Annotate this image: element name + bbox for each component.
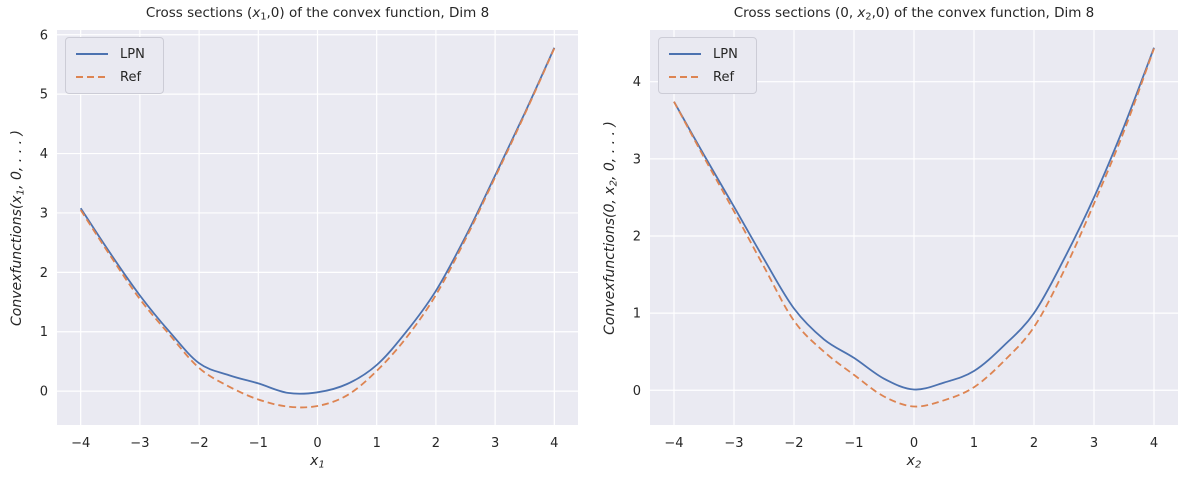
right-chart-title: Cross sections (0, x2,0) of the convex f… [650, 5, 1178, 23]
x-tick-label: 1 [373, 436, 381, 451]
y-tick-label: 2 [633, 229, 641, 244]
y-tick-label: 2 [40, 266, 48, 281]
x-tick-label: 2 [432, 436, 440, 451]
x-tick-label: −2 [784, 436, 803, 451]
y-tick-label: 1 [40, 325, 48, 340]
y-tick-label: 3 [633, 152, 641, 167]
x-tick-label: 3 [1090, 436, 1098, 451]
legend-label-ref: Ref [120, 69, 142, 85]
legend-item-ref: Ref [669, 67, 738, 87]
x-tick-label: 0 [313, 436, 321, 451]
title-text: Cross sections ( [145, 5, 253, 21]
title-subscript: 1 [260, 11, 267, 23]
legend-label-lpn: LPN [120, 46, 145, 62]
x-tick-label: −4 [71, 436, 90, 451]
lpn-line-swatch [669, 53, 701, 55]
ylabel-text: Convexfunctions(0, [602, 194, 618, 335]
x-tick-label: −1 [249, 436, 268, 451]
right-x-axis-label: x2 [650, 453, 1178, 471]
xlabel-math-var: x [310, 453, 319, 469]
y-tick-label: 6 [40, 28, 48, 43]
y-tick-label: 4 [40, 147, 48, 162]
left-x-axis-label: x1 [57, 453, 578, 471]
legend-label-ref: Ref [713, 69, 735, 85]
x-tick-label: −4 [664, 436, 683, 451]
left-legend: LPN Ref [65, 37, 164, 94]
y-tick-label: 3 [40, 206, 48, 221]
x-tick-label: 4 [1150, 436, 1158, 451]
legend-item-lpn: LPN [76, 44, 145, 64]
legend-label-lpn: LPN [713, 46, 738, 62]
x-tick-label: −1 [844, 436, 863, 451]
y-tick-label: 1 [633, 307, 641, 322]
title-text: Cross sections (0, [733, 5, 858, 21]
x-tick-label: 2 [1030, 436, 1038, 451]
ylabel-text: , 0, . . . ) [602, 120, 618, 180]
right-y-axis-label: Convexfunctions(0, x2, 0, . . . ) [602, 120, 620, 335]
ylabel-math-var: x [602, 185, 618, 195]
xlabel-math-var: x [906, 453, 915, 469]
x-tick-label: 3 [491, 436, 499, 451]
y-tick-label: 5 [40, 88, 48, 103]
right-legend: LPN Ref [658, 37, 757, 94]
x-tick-label: −2 [190, 436, 209, 451]
xlabel-subscript: 1 [318, 459, 325, 471]
xlabel-subscript: 2 [914, 459, 922, 471]
y-tick-label: 4 [633, 75, 641, 90]
y-tick-label: 0 [40, 385, 48, 400]
title-math-var: x [252, 5, 261, 21]
left-chart-title: Cross sections (x1,0) of the convex func… [57, 5, 578, 23]
legend-item-ref: Ref [76, 67, 145, 87]
title-subscript: 2 [865, 11, 872, 23]
x-tick-label: −3 [130, 436, 149, 451]
lpn-line-swatch [76, 53, 108, 55]
x-tick-label: 1 [970, 436, 978, 451]
title-text: ,0) of the convex function, Dim 8 [871, 5, 1095, 21]
ref-line-swatch [669, 76, 701, 78]
y-tick-label: 0 [633, 384, 641, 399]
ylabel-subscript: 2 [608, 179, 620, 186]
x-tick-label: 0 [910, 436, 918, 451]
x-tick-label: −3 [724, 436, 743, 451]
title-text: ,0) of the convex function, Dim 8 [266, 5, 490, 21]
legend-item-lpn: LPN [669, 44, 738, 64]
x-tick-label: 4 [550, 436, 558, 451]
ref-line-swatch [76, 76, 108, 78]
title-math-var: x [857, 5, 866, 21]
